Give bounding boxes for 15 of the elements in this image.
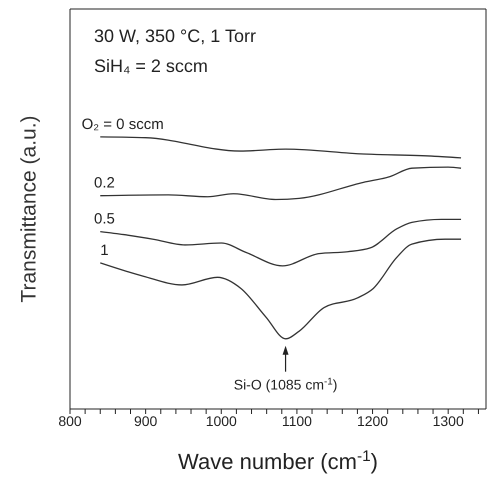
y-axis-title: Transmittance (a.u.) — [17, 115, 40, 303]
text: 30 W, 350 °C, 1 Torr — [94, 26, 256, 47]
x-tick-label: 1200 — [356, 412, 388, 429]
x-tick-label: 800 — [58, 412, 82, 429]
x-axis-title: Wave number (cm$^{-1}$) — [178, 448, 378, 474]
x-tick-label: 900 — [134, 412, 158, 429]
x-tick-label: 1000 — [206, 412, 238, 429]
x-tick-label: 1300 — [432, 412, 464, 429]
series-label: 1 — [100, 242, 109, 259]
series-label: 0.5 — [94, 210, 115, 228]
text: SiH₄ = 2 sccm — [94, 56, 208, 77]
annotation: Si-O (1085 cm$^{-1}$) — [234, 376, 338, 393]
series-label: O₂ = 0 sccm — [82, 116, 164, 133]
series-label: 0.2 — [94, 174, 115, 192]
x-tick-label: 1100 — [282, 412, 312, 429]
